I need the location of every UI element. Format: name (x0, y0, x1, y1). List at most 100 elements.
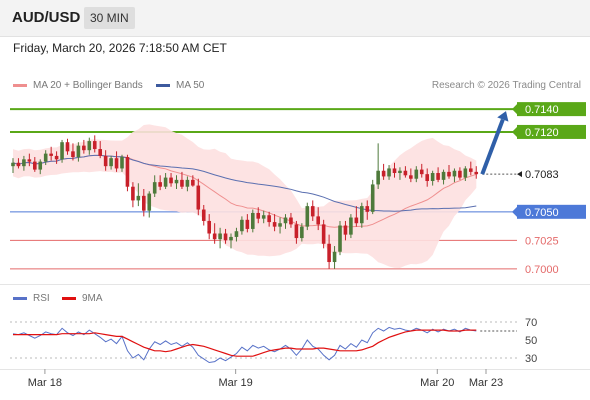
rsi-tick-30: 30 (525, 353, 537, 365)
forecast-arrow-head (497, 111, 509, 122)
candle (98, 141, 102, 159)
candle-body (201, 209, 206, 221)
candle-body (163, 177, 168, 187)
candle (267, 211, 271, 227)
candle-body (381, 170, 386, 177)
candle (305, 202, 310, 231)
candle-body (191, 179, 195, 186)
candle-body (76, 145, 81, 158)
candle (425, 168, 429, 187)
candle (191, 175, 195, 187)
rsi-panel-divider (0, 284, 590, 285)
candle-body (349, 217, 353, 235)
candle (327, 234, 331, 269)
candle (65, 138, 70, 155)
chart-datetime: Friday, March 20, 2026 7:18:50 AM CET (13, 41, 227, 55)
level-label-0-7000: 0.7000 (525, 264, 559, 276)
candle-body (27, 159, 32, 162)
level-label-0-7050: 0.7050 (525, 207, 559, 219)
candle-body (463, 168, 468, 178)
candle-body (256, 212, 261, 219)
candle (436, 167, 440, 183)
candle-body (87, 141, 92, 151)
candle (152, 175, 157, 197)
candle-body (289, 217, 293, 225)
rsi-ma-legend-label: 9MA (82, 293, 103, 304)
candle (310, 200, 315, 221)
candle (398, 167, 402, 180)
candle-body (447, 171, 451, 177)
rsi-swatch (13, 296, 27, 300)
candle-body (223, 233, 228, 241)
candle-body (338, 225, 342, 252)
candle-body (152, 182, 157, 194)
candle-body (436, 173, 440, 180)
forecast-arrow (480, 111, 509, 175)
candle (338, 220, 342, 256)
x-tick-label: Mar 19 (219, 377, 253, 389)
candle (447, 165, 451, 179)
candle-body (125, 157, 130, 187)
candle-body (294, 224, 299, 239)
candle (54, 151, 59, 164)
candle-body (218, 233, 222, 240)
candle (469, 161, 473, 176)
last-price-badge (517, 167, 586, 182)
candle-body (430, 173, 435, 182)
candle-body (278, 223, 282, 227)
candle-body (376, 170, 380, 185)
candle (251, 209, 255, 233)
candle-body (212, 233, 217, 240)
candle (300, 223, 304, 242)
level-badge-tip-0-7120 (512, 126, 517, 137)
candle (294, 220, 299, 244)
candle (22, 155, 26, 171)
candle-body (398, 170, 402, 174)
candle-body (458, 170, 462, 178)
candle (376, 143, 380, 189)
candle-body (136, 195, 141, 201)
candle (27, 153, 32, 167)
candle-body (43, 153, 48, 162)
candle-body (387, 168, 391, 177)
candle-body (71, 151, 75, 158)
ma20-swatch (13, 83, 27, 87)
candle-body (98, 149, 102, 156)
level-label-0-7140: 0.7140 (525, 104, 559, 116)
timeframe-button[interactable]: 30 MIN (84, 7, 135, 29)
rsi-legend-rsi: RSI (13, 293, 50, 304)
x-axis-divider (0, 369, 590, 370)
candle-body (327, 243, 331, 263)
candle-body (452, 170, 457, 177)
last-price-pointer (517, 171, 522, 178)
x-axis: Mar 18 Mar 19 Mar 20 Mar 23 (28, 369, 503, 389)
candle (142, 188, 146, 217)
candle-body (441, 171, 446, 180)
candle (201, 204, 206, 226)
price-legend-ma50: MA 50 (156, 80, 204, 91)
candle-body (120, 157, 124, 169)
candle-body (360, 206, 364, 224)
candle (212, 223, 217, 244)
price-levels: 0.7140 0.7120 0.7083 0.7050 0.7025 0.7000 (10, 102, 586, 276)
candle-body (272, 222, 277, 227)
candle-body (142, 195, 146, 211)
level-badge-0-7050 (517, 204, 586, 219)
candle-body (49, 153, 53, 156)
candle (103, 150, 108, 171)
candle (174, 175, 179, 189)
candle-body (54, 155, 59, 160)
x-tick-label: Mar 18 (28, 377, 62, 389)
candle-body (169, 177, 173, 184)
candle (409, 168, 413, 183)
rsi-tick-50: 50 (525, 335, 537, 347)
candle-body (343, 225, 348, 235)
candle-body (403, 170, 408, 176)
rsi-panel: 70 50 30 (10, 317, 537, 365)
candle (419, 163, 424, 178)
candle (71, 143, 75, 161)
candle (278, 217, 282, 234)
level-label-0-7120: 0.7120 (525, 127, 559, 139)
candle (163, 173, 168, 189)
